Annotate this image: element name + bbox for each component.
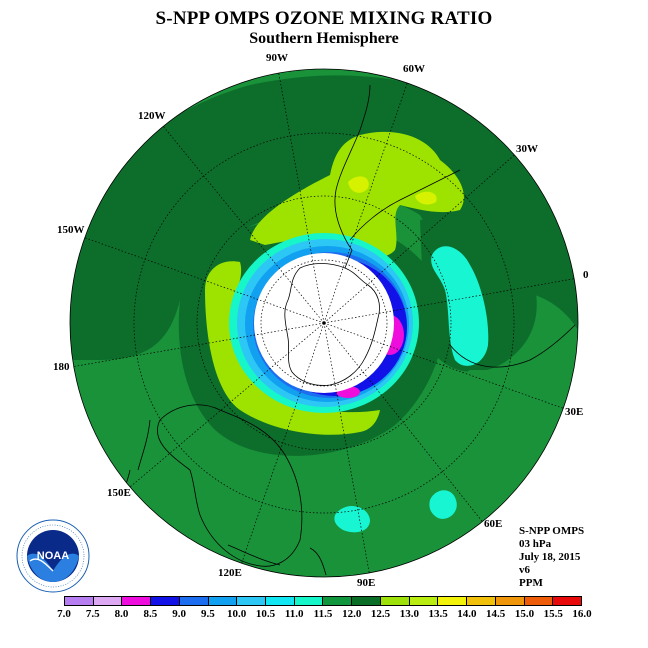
south-pole-marker <box>322 321 326 325</box>
colorbar-tick-label: 13.0 <box>399 608 419 620</box>
lon-label-30w: 30W <box>516 143 538 155</box>
colorbar-swatch <box>323 597 353 605</box>
cyan-patch-east <box>431 246 489 366</box>
colorbar-tick-label: 14.5 <box>486 608 506 620</box>
colorbar-swatch <box>380 597 410 605</box>
info-block: S-NPP OMPS 03 hPa July 18, 2015 v6 PPM <box>519 525 584 590</box>
lon-label-120w: 120W <box>138 110 166 122</box>
map-boundary <box>69 68 579 578</box>
colorbar-swatch <box>352 597 381 605</box>
graticule <box>70 69 578 577</box>
info-level: 03 hPa <box>519 538 552 550</box>
colorbar-swatch <box>266 597 295 605</box>
south-america-coastline-east <box>349 169 461 241</box>
info-date: July 18, 2015 <box>519 551 581 563</box>
lon-label-180: 180 <box>53 361 70 373</box>
colorbar-tick-label: 10.0 <box>227 608 247 620</box>
indonesia-coastline <box>227 544 327 576</box>
colorbar-swatch <box>409 597 439 605</box>
south-america-coastline <box>334 84 371 245</box>
colorbar-swatch <box>495 597 525 605</box>
colorbar-tick-label: 7.0 <box>57 608 71 620</box>
colorbar-tick-label: 11.5 <box>313 608 333 620</box>
colorbar-swatch <box>208 597 238 605</box>
lon-label-90e: 90E <box>357 577 375 589</box>
colorbar-swatch <box>122 597 152 605</box>
colorbar-tick-label: 12.5 <box>370 608 391 620</box>
lon-label-120e: 120E <box>218 567 242 579</box>
lon-label-90w: 90W <box>266 52 288 64</box>
info-units: PPM <box>519 577 543 589</box>
colorbar-tick-label: 16.0 <box>572 608 592 620</box>
lon-label-0: 0 <box>583 269 589 281</box>
info-instrument: S-NPP OMPS <box>519 525 585 537</box>
noaa-logo: NOAA <box>16 519 90 593</box>
light-green-west-arc <box>205 261 380 435</box>
lon-label-150e: 150E <box>107 487 131 499</box>
colorbar-swatch <box>151 597 180 605</box>
colorbar-swatch <box>179 597 209 605</box>
colorbar-swatch <box>65 597 94 605</box>
colorbar-tick-label: 12.0 <box>342 608 362 620</box>
antarctica-coastline <box>284 243 380 386</box>
colorbar-tick-label: 8.5 <box>143 608 158 620</box>
lon-label-150w: 150W <box>57 224 85 236</box>
colorbar-tick-label: 13.5 <box>428 608 448 620</box>
ozone-field-lower <box>70 370 578 577</box>
colorbar-tick-label: 10.5 <box>255 608 276 620</box>
map-subtitle: Southern Hemisphere <box>249 30 399 47</box>
colorbar-tick-label: 15.5 <box>543 608 563 620</box>
colorbar-tick-label: 9.5 <box>201 608 215 620</box>
colorbar-swatch <box>553 597 581 605</box>
colorbar-tick-label: 7.5 <box>85 608 100 620</box>
svg-text:NOAA: NOAA <box>37 550 69 562</box>
cyan-patch-south <box>334 505 370 533</box>
ozone-dark-band <box>70 75 578 360</box>
map-title: S-NPP OMPS OZONE MIXING RATIO <box>155 8 493 29</box>
africa-coastline <box>449 324 576 368</box>
colorbar-swatch <box>467 597 496 605</box>
colorbar-swatch <box>438 597 468 605</box>
lon-label-60w: 60W <box>403 63 425 75</box>
colorbar-swatch <box>524 597 554 605</box>
colorbar-swatch <box>294 597 324 605</box>
colorbar-labels: 7.0 7.5 8.0 8.5 9.0 9.5 10.0 10.5 11.0 11.5 12.0 12… <box>0 608 648 622</box>
colorbar <box>64 596 582 606</box>
colorbar-swatch <box>93 597 123 605</box>
lon-label-30e: 30E <box>565 406 583 418</box>
colorbar-swatch <box>237 597 267 605</box>
colorbar-tick-label: 15.0 <box>514 608 535 620</box>
yellow-green-patch-2 <box>415 191 437 205</box>
colorbar-tick-label: 14.0 <box>457 608 477 620</box>
cyan-patch-southeast <box>429 490 457 519</box>
australia-coastline <box>157 404 303 567</box>
yellow-green-patch <box>348 176 369 193</box>
lon-label-60e: 60E <box>484 518 502 530</box>
info-version: v6 <box>519 564 530 576</box>
colorbar-tick-label: 8.0 <box>114 608 129 620</box>
colorbar-tick-label: 11.0 <box>284 608 304 620</box>
colorbar-tick-label: 9.0 <box>172 608 186 620</box>
light-green-north-lobe <box>250 131 464 258</box>
